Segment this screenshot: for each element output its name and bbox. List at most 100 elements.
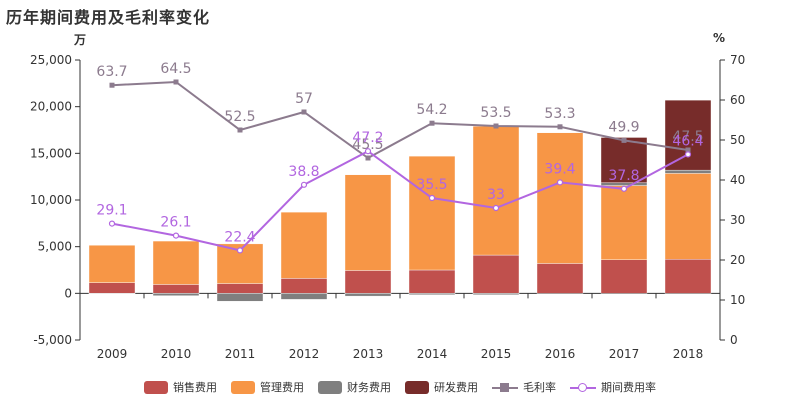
legend-item-expense-ratio[interactable]: 期间费用率 [570,379,656,395]
legend-label-rnd: 研发费用 [434,381,478,394]
bar-admin [88,245,136,283]
gross-margin-label: 64.5 [160,61,191,77]
right-tick-label: 40 [730,173,745,187]
bar-admin [536,132,584,264]
x-tick-label: 2018 [673,347,704,361]
expense-ratio-label: 46.4 [672,133,703,149]
legend-item-gross-margin[interactable]: 毛利率 [492,379,556,395]
left-tick-label: 10,000 [30,193,72,207]
bar-rnd [664,99,712,171]
left-tick-label: 0 [64,286,72,300]
x-tick-label: 2016 [545,347,576,361]
expense-ratio-label: 26.1 [160,215,191,231]
expense-ratio-point [172,232,180,239]
expense-ratio-point [684,151,692,158]
x-tick-label: 2009 [97,347,128,361]
x-tick-label: 2014 [417,347,448,361]
bar-admin [472,126,520,256]
left-tick-label: 15,000 [30,146,72,160]
expense-ratio-label: 38.8 [288,164,319,180]
right-tick-label: 20 [730,253,745,267]
legend-line-expense-ratio [570,381,596,394]
expense-ratio-point [620,185,628,192]
gross-margin-label: 45.5 [352,137,383,153]
legend-item-rnd[interactable]: 研发费用 [405,379,478,395]
gross-margin-label: 47.5 [672,129,703,145]
left-axis-unit: 万 [74,33,87,47]
bar-sales [664,259,712,294]
bar-sales [280,278,328,294]
legend-item-admin[interactable]: 管理费用 [231,379,304,395]
right-tick-label: 30 [730,213,745,227]
legend-label-sales: 销售费用 [173,381,217,394]
legend-swatch-sales [144,380,168,394]
gross-margin-label: 54.2 [416,102,447,118]
expense-ratio-point [236,247,244,254]
gross-margin-point [365,155,371,161]
gross-margin-point [493,123,499,129]
left-tick-label: 5,000 [38,240,72,254]
expense-ratio-point [108,220,116,227]
legend: 销售费用 管理费用 财务费用 研发费用 毛利率 期间费用率 [0,376,800,398]
left-tick-label: 25,000 [30,53,72,67]
x-tick-label: 2011 [225,347,256,361]
x-tick-label: 2012 [289,347,320,361]
bar-finance [664,169,712,174]
bar-rnd [600,137,648,183]
bar-admin [600,185,648,260]
legend-item-finance[interactable]: 财务费用 [318,379,391,395]
expense-ratio-label: 39.4 [544,161,575,177]
expense-ratio-label: 35.5 [416,177,447,193]
expense-ratio-line [111,150,689,252]
expense-ratio-point [364,148,372,155]
bar-admin [152,240,200,285]
expense-ratio-point [428,194,436,202]
left-tick-label: -5,000 [33,333,72,347]
expense-ratio-label: 47.2 [352,130,383,146]
legend-swatch-admin [231,380,255,394]
right-tick-label: 50 [730,133,745,147]
gross-margin-point [173,79,179,85]
bar-sales [88,282,136,294]
expense-ratio-point [300,181,308,188]
gross-margin-label: 53.3 [544,106,575,122]
gross-margin-point [429,120,435,126]
gross-margin-label: 57 [295,91,313,107]
bar-sales [536,263,584,294]
legend-item-sales[interactable]: 销售费用 [144,379,217,395]
gross-margin-label: 63.7 [96,64,127,80]
bar-finance [152,293,200,296]
expense-ratio-point [492,204,500,212]
bar-sales [408,269,456,294]
bar-finance [408,293,456,295]
legend-line-gross-margin [492,381,518,394]
legend-swatch-rnd [405,380,429,394]
gross-margin-point [237,127,243,133]
bar-finance [216,293,264,302]
gross-margin-line [111,80,689,160]
gross-margin-point [301,109,307,115]
gross-margin-point [109,82,115,88]
bar-admin [664,173,712,260]
expense-ratio-point [556,179,564,186]
gross-margin-point [621,137,627,143]
x-tick-label: 2015 [481,347,512,361]
right-tick-label: 10 [730,293,745,307]
right-axis-unit: % [713,31,726,45]
chart-title: 历年期间费用及毛利率变化 [6,8,211,27]
bar-finance [88,293,136,295]
legend-label-gross-margin: 毛利率 [523,381,556,394]
right-tick-label: 70 [730,53,745,67]
legend-label-finance: 财务费用 [347,381,391,394]
expense-ratio-label: 37.8 [608,168,639,184]
bar-finance [280,293,328,300]
gross-margin-point [685,147,691,153]
legend-swatch-finance [318,380,342,394]
gross-margin-point [557,124,563,130]
gross-margin-label: 52.5 [224,109,255,125]
legend-label-expense-ratio: 期间费用率 [601,381,656,394]
legend-label-admin: 管理费用 [260,381,304,394]
x-tick-label: 2010 [161,347,192,361]
expense-ratio-label: 33 [487,187,505,203]
